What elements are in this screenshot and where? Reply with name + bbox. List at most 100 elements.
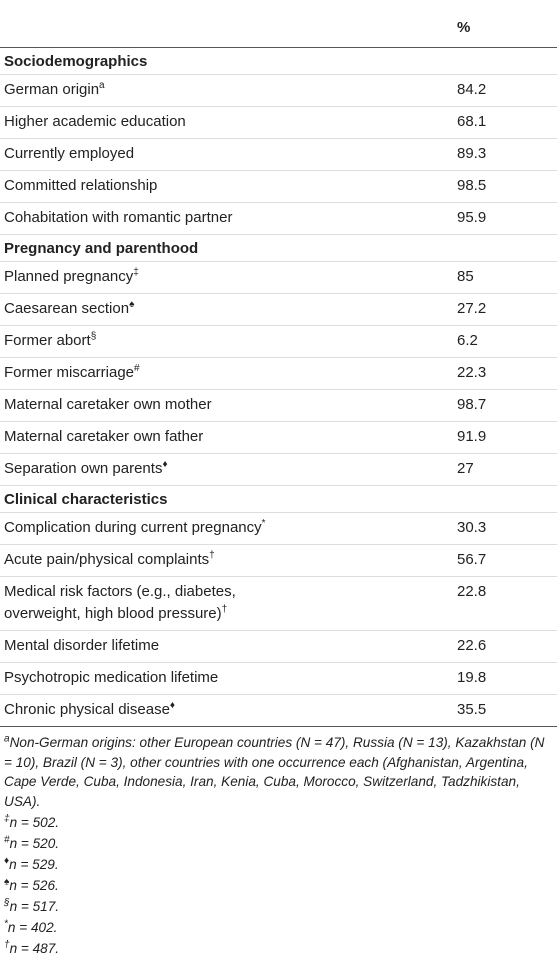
footnote-text: n = 526. [9, 878, 59, 893]
note-marker: ♦ [162, 459, 167, 470]
data-row: Complication during current pregnancy* 30… [0, 513, 557, 545]
footnote: *n = 402. [4, 918, 553, 938]
row-label: Maternal caretaker own mother [4, 396, 212, 413]
label-wrap: Former abort§ [4, 330, 272, 352]
row-label: Acute pain/physical complaints [4, 551, 209, 568]
label-wrap: Chronic physical disease♦ [4, 699, 272, 721]
section-row: Sociodemographics [0, 48, 557, 75]
value-cell: 6.2 [453, 326, 557, 358]
label-cell: Acute pain/physical complaints† [0, 545, 453, 577]
footnote-text: n = 529. [9, 857, 59, 872]
value-cell: 89.3 [453, 139, 557, 171]
section-title: Sociodemographics [0, 48, 453, 75]
value-cell: 56.7 [453, 545, 557, 577]
footnote: #n = 520. [4, 834, 553, 854]
value-cell: 27.2 [453, 294, 557, 326]
value-cell: 85 [453, 262, 557, 294]
row-label: Higher academic education [4, 113, 186, 130]
value-cell: 91.9 [453, 422, 557, 454]
row-label: German origin [4, 81, 99, 98]
header-cell: % [453, 0, 557, 48]
footnotes: aNon-German origins: other European coun… [0, 727, 557, 958]
section-title: Pregnancy and parenthood [0, 235, 453, 262]
label-wrap: Psychotropic medication lifetime [4, 667, 272, 689]
label-wrap: Complication during current pregnancy* [4, 517, 272, 539]
data-row: Maternal caretaker own mother 98.7 [0, 390, 557, 422]
row-label: Former miscarriage [4, 364, 134, 381]
data-row: Caesarean section♠27.2 [0, 294, 557, 326]
footnote-text: n = 502. [10, 815, 60, 830]
note-marker: ‡ [133, 267, 139, 278]
data-row: Higher academic education 68.1 [0, 107, 557, 139]
label-cell: Medical risk factors (e.g., diabetes, ov… [0, 577, 453, 631]
label-wrap: Cohabitation with romantic partner [4, 207, 272, 229]
label-cell: Separation own parents♦ [0, 454, 453, 486]
value-cell: 22.3 [453, 358, 557, 390]
footnote: ♠n = 526. [4, 876, 553, 896]
data-row: Former abort§ 6.2 [0, 326, 557, 358]
data-row: Planned pregnancy‡ 85 [0, 262, 557, 294]
row-label: Maternal caretaker own father [4, 428, 203, 445]
label-cell: Chronic physical disease♦ [0, 695, 453, 727]
note-marker: * [262, 518, 266, 529]
row-label: Psychotropic medication lifetime [4, 669, 218, 686]
label-cell: Maternal caretaker own mother [0, 390, 453, 422]
value-cell: 68.1 [453, 107, 557, 139]
footnote: aNon-German origins: other European coun… [4, 733, 553, 811]
label-cell: Complication during current pregnancy* [0, 513, 453, 545]
label-wrap: Higher academic education [4, 111, 272, 133]
note-marker: ♦ [170, 700, 175, 711]
value-cell: 22.6 [453, 631, 557, 663]
note-marker: § [91, 331, 97, 342]
data-row: German origina 84.2 [0, 75, 557, 107]
value-cell: 19.8 [453, 663, 557, 695]
value-cell: 22.8 [453, 577, 557, 631]
row-label: Chronic physical disease [4, 701, 170, 718]
value-cell: 84.2 [453, 75, 557, 107]
value-cell: 98.7 [453, 390, 557, 422]
row-label: Former abort [4, 332, 91, 349]
data-row: Maternal caretaker own father 91.9 [0, 422, 557, 454]
row-label: Currently employed [4, 145, 134, 162]
label-wrap: German origina [4, 79, 272, 101]
note-marker: † [209, 550, 215, 561]
value-cell: 95.9 [453, 203, 557, 235]
value-cell: 30.3 [453, 513, 557, 545]
label-wrap: Mental disorder lifetime [4, 635, 272, 657]
data-row: Chronic physical disease♦ 35.5 [0, 695, 557, 727]
row-label: Planned pregnancy [4, 268, 133, 285]
label-cell: Former abort§ [0, 326, 453, 358]
data-row: Cohabitation with romantic partner 95.9 [0, 203, 557, 235]
label-wrap: Separation own parents♦ [4, 458, 272, 480]
footnote-text: n = 487. [10, 941, 60, 956]
label-cell: Former miscarriage# [0, 358, 453, 390]
label-wrap: Planned pregnancy‡ [4, 266, 272, 288]
data-row: Currently employed 89.3 [0, 139, 557, 171]
footnote-text: n = 520. [10, 836, 60, 851]
footnote-text: n = 517. [10, 899, 60, 914]
label-cell: Committed relationship [0, 171, 453, 203]
footnote: ‡n = 502. [4, 813, 553, 833]
section-title: Clinical characteristics [0, 486, 453, 513]
label-cell: Cohabitation with romantic partner [0, 203, 453, 235]
label-cell: German origina [0, 75, 453, 107]
data-row: Acute pain/physical complaints† 56.7 [0, 545, 557, 577]
note-marker: # [134, 363, 140, 374]
label-cell: Higher academic education [0, 107, 453, 139]
label-wrap: Acute pain/physical complaints† [4, 549, 272, 571]
label-wrap: Former miscarriage# [4, 362, 272, 384]
label-cell: Planned pregnancy‡ [0, 262, 453, 294]
footnote-text: n = 402. [8, 920, 58, 935]
value-cell: 35.5 [453, 695, 557, 727]
data-row: Psychotropic medication lifetime 19.8 [0, 663, 557, 695]
footnote: †n = 487. [4, 939, 553, 958]
data-row: Mental disorder lifetime 22.6 [0, 631, 557, 663]
section-cell [453, 48, 557, 75]
label-cell: Caesarean section♠ [0, 294, 453, 326]
label-cell: Mental disorder lifetime [0, 631, 453, 663]
row-label: Complication during current pregnancy [4, 519, 262, 536]
footnote: §n = 517. [4, 897, 553, 917]
label-wrap: Currently employed [4, 143, 272, 165]
